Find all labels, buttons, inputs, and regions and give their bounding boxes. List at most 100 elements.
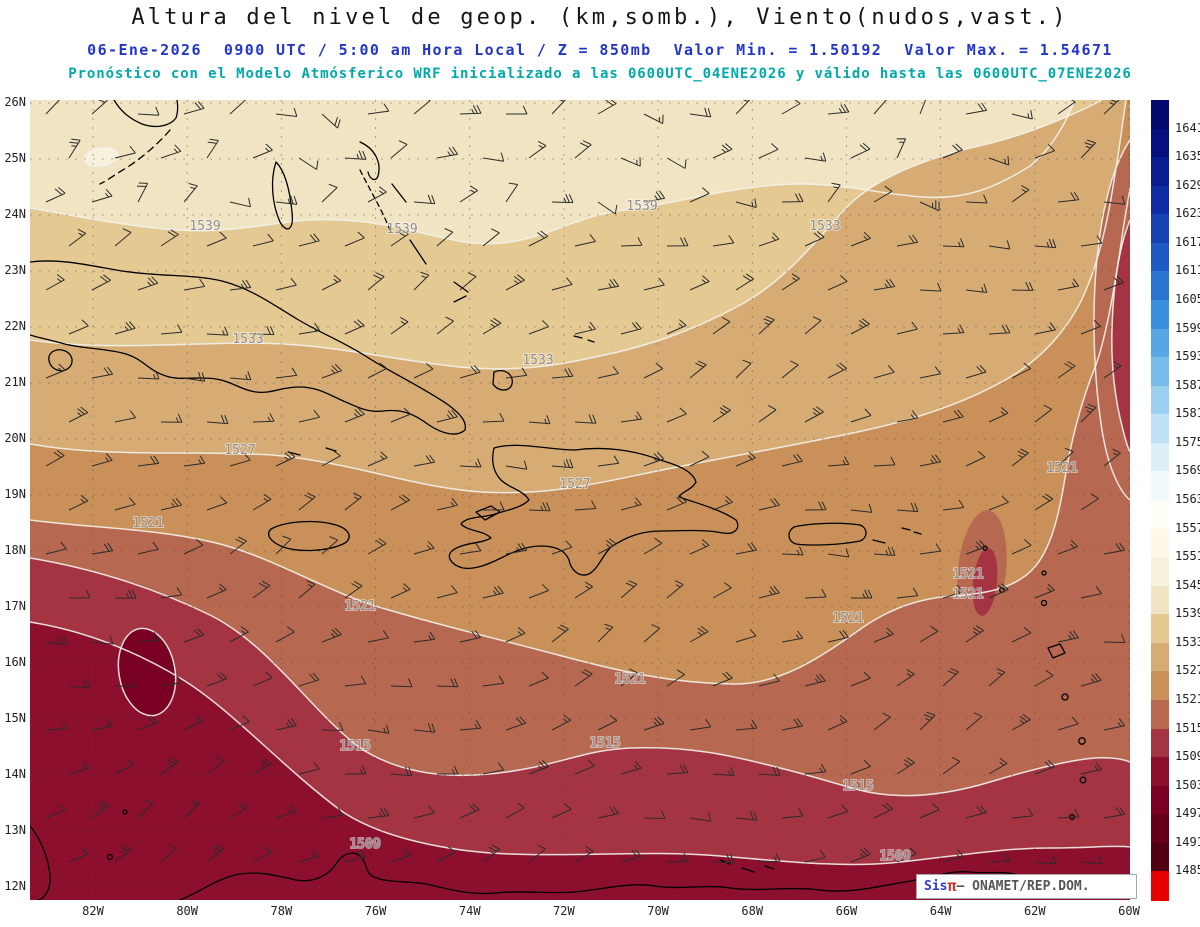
wind-barb — [1034, 855, 1057, 865]
wind-barb — [459, 185, 478, 203]
wind-barb — [1103, 634, 1126, 644]
wind-barb — [459, 272, 477, 291]
wind-barb — [45, 541, 67, 555]
wind-barb — [390, 407, 411, 423]
wind-barb — [551, 540, 573, 555]
lat-label: 18N — [4, 543, 26, 557]
wind-barb — [321, 807, 344, 819]
wind-barb — [229, 715, 250, 731]
coastline-vieques — [872, 539, 886, 544]
lat-label: 25N — [4, 151, 26, 165]
wind-barb — [850, 503, 873, 513]
wind-barb — [160, 674, 183, 687]
wind-barb — [620, 237, 643, 247]
wind-barb — [528, 671, 549, 687]
lon-label: 76W — [364, 904, 387, 918]
wind-barb — [160, 843, 177, 863]
wind-barb — [114, 497, 136, 511]
wind-barb — [942, 238, 965, 248]
colorbar-segment — [1151, 300, 1169, 330]
contour-max-loop — [83, 146, 119, 168]
wind-barb — [91, 718, 114, 731]
wind-barb — [321, 274, 342, 291]
wind-barb — [68, 679, 91, 689]
wind-barb — [827, 275, 848, 291]
colorbar-label: 1587 — [1175, 377, 1200, 392]
lat-label: 12N — [4, 879, 26, 893]
wind-barb — [506, 105, 528, 115]
wind-barb — [919, 543, 942, 555]
wind-barb — [551, 458, 574, 469]
wind-barb — [459, 104, 482, 115]
wind-barb — [91, 453, 113, 467]
wind-barb — [114, 321, 136, 335]
wind-barb — [919, 200, 940, 212]
wind-barb — [91, 366, 114, 379]
wind-barb — [413, 723, 436, 733]
wind-barb — [344, 849, 366, 863]
wind-barb — [137, 455, 160, 467]
wind-barb — [1103, 195, 1126, 205]
contour-label: 1539 — [189, 219, 220, 234]
colorbar-segment — [1151, 500, 1169, 530]
coastline-long-island — [409, 239, 427, 265]
wind-barb — [689, 187, 710, 203]
wind-barb — [91, 635, 114, 645]
band-max-loop — [84, 147, 118, 167]
wind-barb — [206, 672, 228, 687]
wind-barb — [965, 450, 986, 467]
contour-lines — [29, 99, 1131, 866]
wind-barb — [942, 584, 964, 599]
lat-label: 17N — [4, 599, 26, 613]
wind-barb — [160, 756, 179, 775]
wind-barb — [1103, 542, 1126, 555]
lat-label: 21N — [4, 375, 26, 389]
wind-barb — [758, 766, 781, 776]
colorbar-segment — [1151, 614, 1169, 644]
colorbar-segment — [1151, 585, 1169, 615]
wind-barb — [574, 669, 593, 687]
wind-barb — [206, 326, 229, 336]
wind-barb — [482, 675, 505, 687]
wind-barb — [137, 631, 160, 643]
wind-barb — [735, 273, 754, 291]
wind-barb — [436, 585, 458, 599]
wind-barb — [505, 274, 525, 291]
colorbar-label: 1485 — [1175, 863, 1200, 878]
wind-barb — [597, 201, 618, 215]
wind-barb — [643, 277, 665, 291]
wind-barb — [528, 415, 551, 425]
wind-barb — [781, 807, 804, 819]
wind-barb — [206, 414, 229, 425]
wind-barb — [965, 283, 988, 293]
value-min: Valor Min. = 1.50192 — [673, 41, 883, 59]
contour-label: 1527 — [224, 443, 255, 458]
wind-barb — [666, 495, 687, 511]
wind-barb — [482, 762, 505, 775]
wind-barb — [252, 233, 274, 247]
map-canvas: 1539 1539 1539 1533 1533 1533 1527 1527 1521 1521… — [29, 94, 1131, 901]
wind-barb — [1080, 403, 1097, 423]
wind-barb — [1011, 448, 1029, 467]
wind-barb — [528, 230, 549, 247]
wind-barb — [1034, 493, 1054, 511]
wind-barb — [459, 803, 480, 819]
valid-time-level: 0900 UTC / 5:00 am Hora Local / Z = 850m… — [223, 41, 652, 59]
wind-barb — [620, 157, 641, 167]
wind-barb — [643, 716, 665, 731]
colorbar-segment — [1151, 328, 1169, 358]
wind-barb — [597, 455, 620, 467]
wind-barb — [45, 803, 66, 819]
wind-barb — [873, 278, 896, 291]
contour-trough-outer — [1093, 139, 1131, 501]
wind-barb — [735, 359, 752, 379]
colorbar-segment — [1151, 385, 1169, 415]
wind-barb — [1034, 669, 1054, 687]
wind-barb — [666, 853, 689, 863]
wind-barb — [965, 805, 987, 819]
wind-barb — [781, 193, 804, 203]
wind-barb — [851, 589, 873, 599]
wind-barb — [804, 588, 827, 599]
